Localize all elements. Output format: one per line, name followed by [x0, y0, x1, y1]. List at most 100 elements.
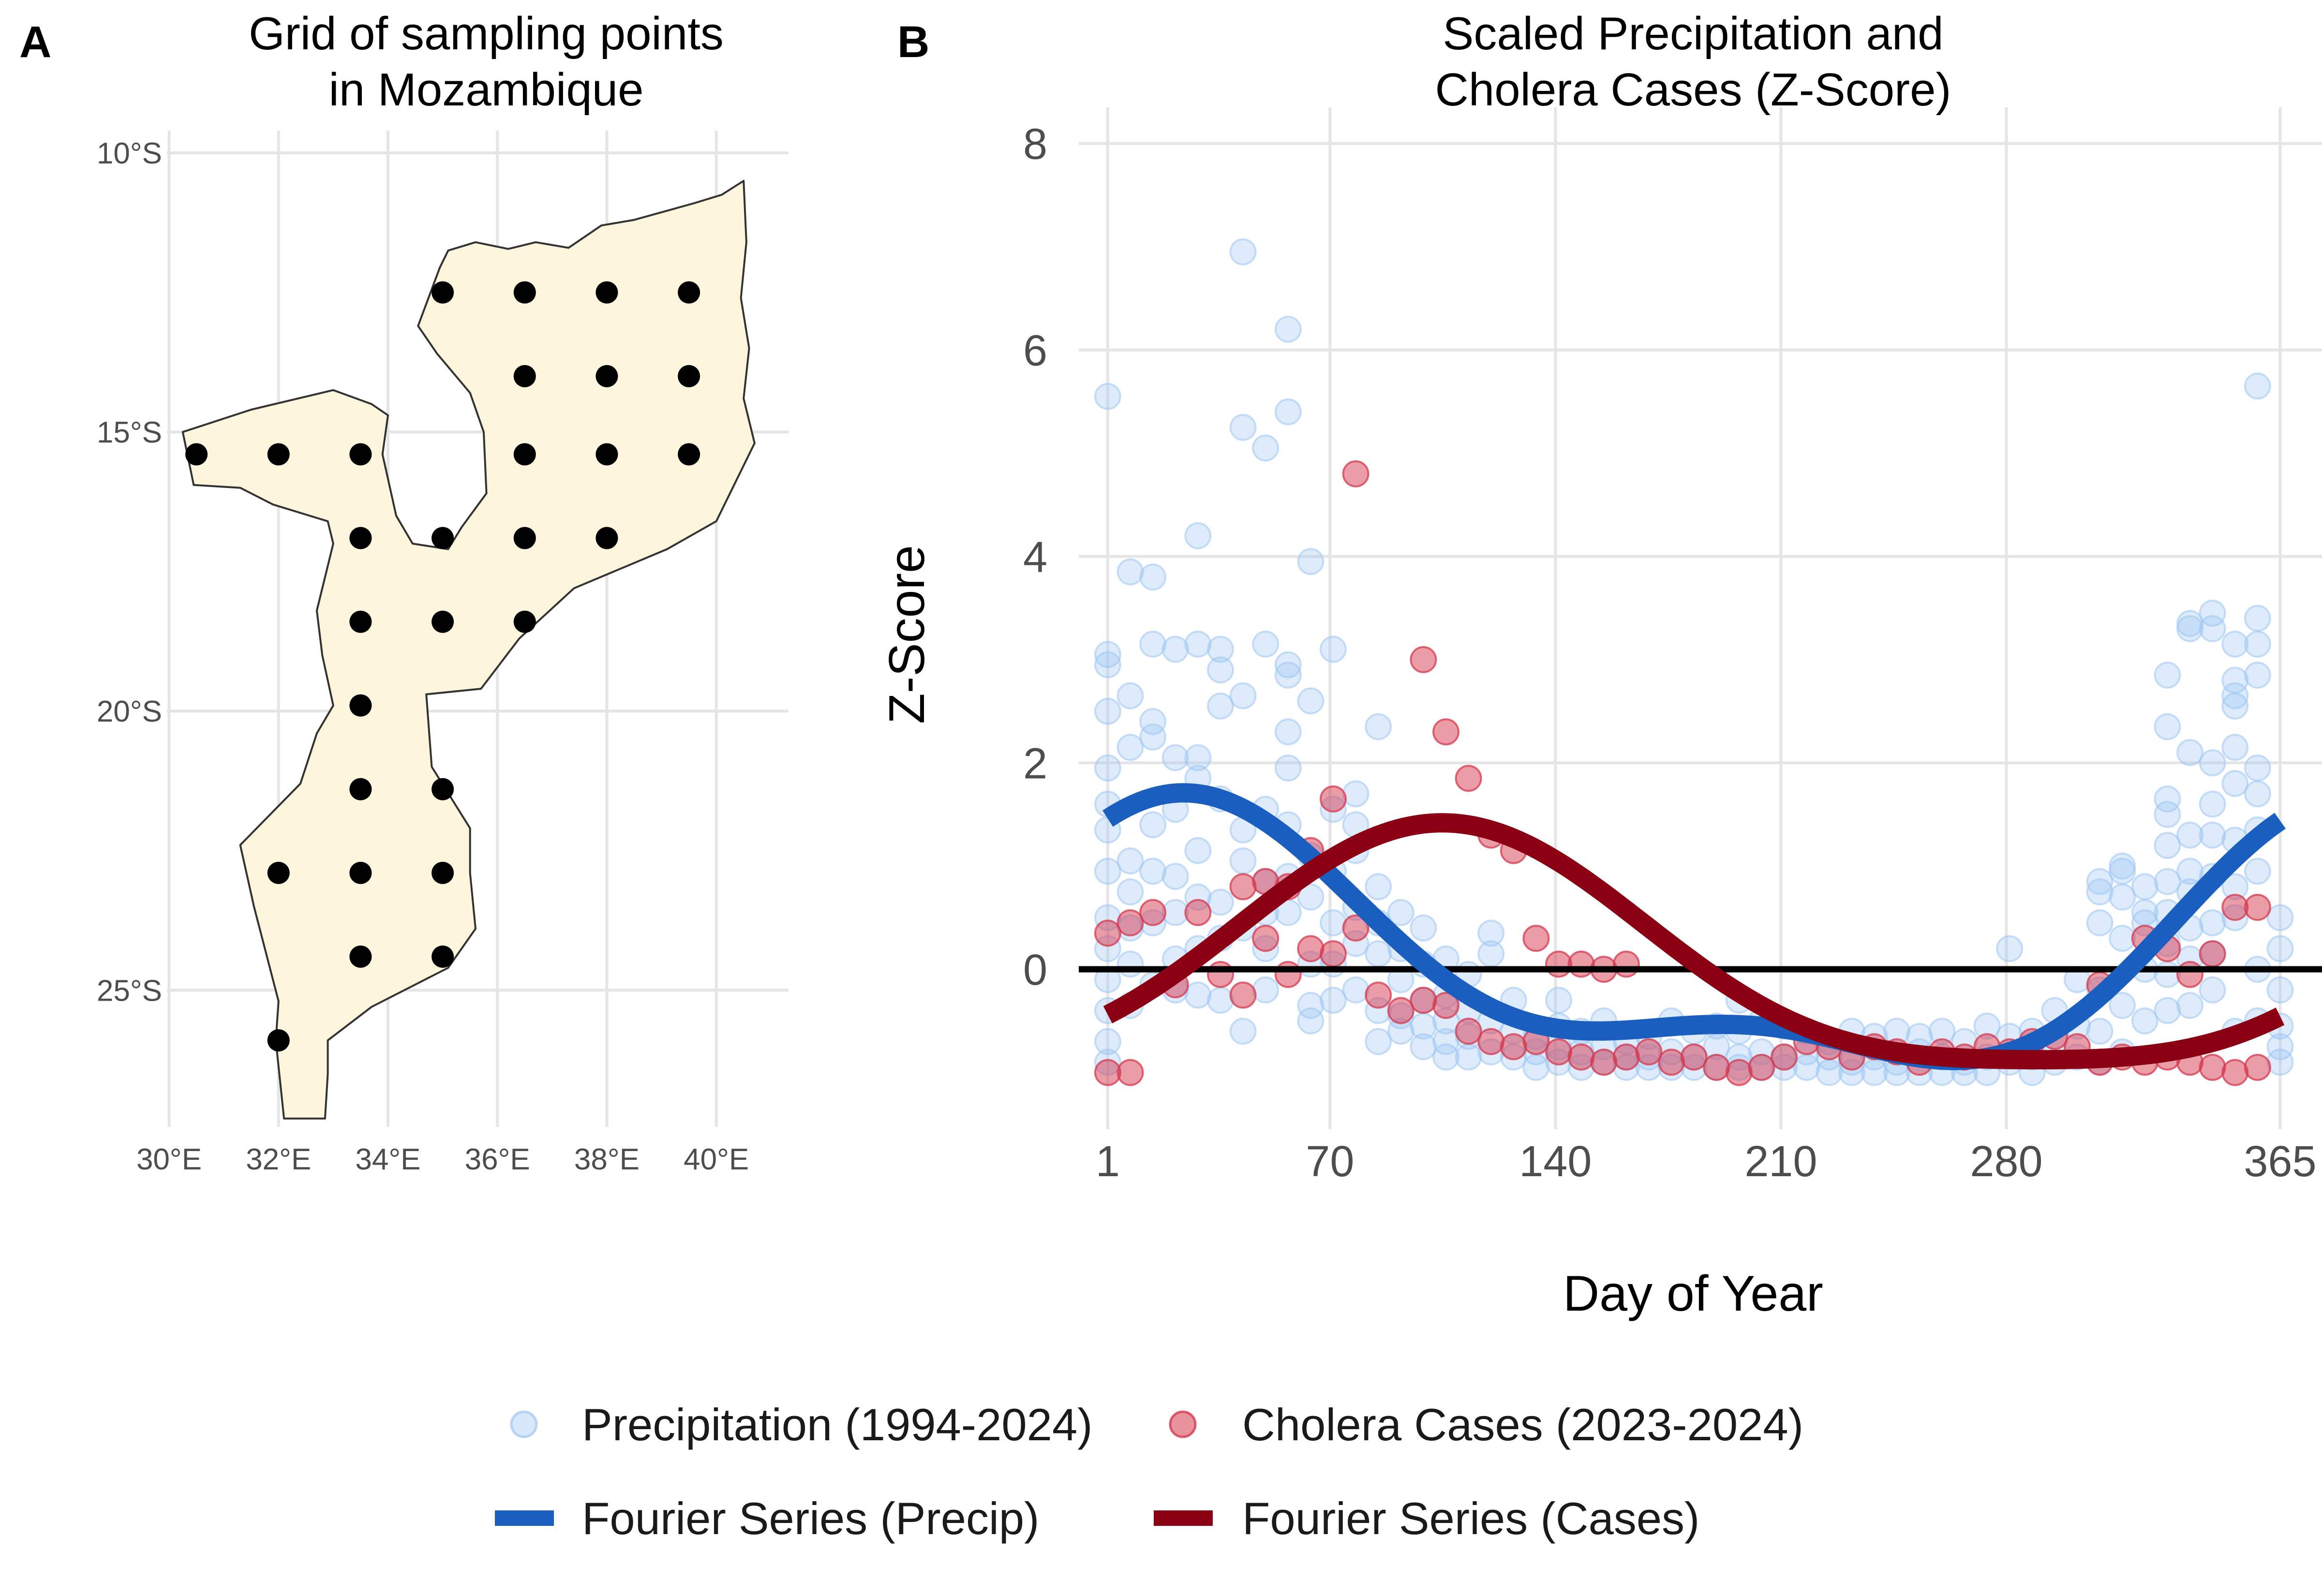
- precip-point-94: [1365, 713, 1392, 740]
- cases-point-43: [1658, 1049, 1685, 1076]
- precip-point-1: [1094, 641, 1121, 668]
- cases-point-16: [1319, 785, 1347, 813]
- legend-precip-line-key: [495, 1510, 554, 1526]
- legend-precip-point-key: [510, 1410, 538, 1438]
- cases-point-35: [1545, 1038, 1573, 1065]
- sampling-point-0: [432, 281, 454, 304]
- precip-point-87: [1319, 987, 1347, 1014]
- precip-point-59: [1252, 434, 1280, 462]
- precip-point-262: [2244, 754, 2271, 782]
- precip-point-128: [1522, 1053, 1550, 1081]
- sampling-point-24: [349, 861, 372, 884]
- sampling-point-13: [349, 527, 372, 549]
- legend-cases-line-key: [1154, 1510, 1213, 1526]
- precip-point-49: [1206, 888, 1234, 916]
- cases-point-24: [1432, 718, 1460, 746]
- precip-point-67: [1274, 398, 1302, 426]
- precip-point-18: [1116, 878, 1144, 906]
- y-axis-title: Z-Score: [879, 545, 935, 724]
- precip-point-100: [1387, 899, 1414, 926]
- precip-point-258: [2244, 372, 2271, 400]
- precip-point-15: [1116, 682, 1144, 709]
- chart-y-tick-2: 4: [1023, 533, 1047, 581]
- chart-x-tick-4: 280: [1970, 1138, 2042, 1186]
- cases-point-73: [2221, 894, 2249, 921]
- precip-point-54: [1229, 682, 1257, 709]
- fourier-precip-line: [1102, 783, 2286, 1070]
- cases-point-18: [1342, 460, 1369, 488]
- precip-point-3: [1094, 697, 1121, 725]
- precip-point-228: [2154, 961, 2181, 988]
- cases-point-44: [1680, 1043, 1708, 1071]
- cases-point-8: [1229, 873, 1257, 901]
- precip-point-211: [2109, 883, 2136, 911]
- precip-point-205: [2086, 909, 2114, 937]
- precip-point-53: [1229, 414, 1257, 441]
- sampling-point-16: [595, 527, 618, 549]
- precip-point-12: [1094, 1028, 1121, 1055]
- map-y-tick-1: 15°S: [97, 416, 162, 449]
- cases-point-29: [1477, 1028, 1505, 1055]
- sampling-point-4: [513, 365, 536, 387]
- precip-point-265: [2244, 857, 2271, 885]
- precip-point-247: [2199, 976, 2226, 1004]
- sampling-point-17: [349, 610, 372, 633]
- map-y-tick-3: 25°S: [97, 974, 162, 1007]
- precip-point-65: [1252, 976, 1280, 1004]
- precip-point-76: [1297, 687, 1325, 715]
- precip-point-14: [1116, 558, 1144, 586]
- cases-point-9: [1229, 981, 1257, 1009]
- cases-point-25: [1432, 991, 1460, 1019]
- panel-b-y-ticks: 0 2 4 6 8: [1023, 120, 1047, 994]
- precip-point-71: [1274, 754, 1302, 782]
- precip-point-33: [1161, 863, 1189, 890]
- precip-point-27: [1139, 857, 1167, 885]
- precip-point-51: [1206, 987, 1234, 1014]
- panel-b-title-line2: Cholera Cases (Z-Score): [1435, 64, 1951, 116]
- fourier-cases-line: [1103, 813, 2285, 1070]
- cases-point-71: [2199, 940, 2226, 968]
- cases-point-26: [1455, 765, 1482, 792]
- precip-point-120: [1477, 940, 1505, 968]
- sampling-point-18: [432, 610, 454, 633]
- cases-point-23: [1410, 987, 1437, 1014]
- map-y-tick-2: 20°S: [97, 695, 162, 728]
- cases-point-7: [1206, 961, 1234, 988]
- precip-point-44: [1184, 981, 1212, 1009]
- cases-point-13: [1274, 961, 1302, 988]
- precip-point-253: [2221, 769, 2249, 797]
- legend-cases-point-key: [1169, 1410, 1197, 1438]
- map-x-tick-5: 40°E: [684, 1143, 749, 1176]
- sampling-point-22: [432, 778, 454, 800]
- country-shape: [181, 179, 756, 1120]
- precip-point-60: [1252, 630, 1280, 658]
- precip-point-238: [2176, 991, 2204, 1019]
- cases-point-36: [1567, 950, 1595, 978]
- sampling-points: [185, 281, 700, 1052]
- panel-b-title-line1: Scaled Precipitation and: [1443, 8, 1943, 59]
- cases-point-32: [1522, 925, 1550, 952]
- legend-cases-points-label: Cholera Cases (2023-2024): [1242, 1399, 1803, 1450]
- precip-point-259: [2244, 605, 2271, 632]
- sampling-point-6: [678, 365, 700, 387]
- precip-point-252: [2221, 734, 2249, 761]
- cases-point-41: [1612, 1043, 1640, 1071]
- cases-point-45: [1703, 1053, 1730, 1081]
- precip-point-69: [1274, 661, 1302, 689]
- cases-point-31: [1500, 1033, 1527, 1061]
- sampling-point-15: [513, 527, 536, 549]
- precip-point-240: [2199, 615, 2226, 642]
- precip-point-203: [2086, 878, 2114, 906]
- cases-point-42: [1635, 1038, 1663, 1065]
- precip-point-217: [2131, 899, 2158, 926]
- cases-point-1: [1094, 919, 1121, 947]
- precip-point-34: [1161, 899, 1189, 926]
- chart-y-tick-4: 8: [1023, 120, 1047, 169]
- precip-point-169: [1816, 1059, 1843, 1086]
- precip-point-222: [2154, 785, 2181, 813]
- precip-point-78: [1297, 883, 1325, 911]
- chart-y-tick-1: 2: [1023, 739, 1047, 788]
- panel-a-y-ticks: 10°S 15°S 20°S 25°S: [97, 137, 162, 1007]
- precip-point-250: [2221, 682, 2249, 709]
